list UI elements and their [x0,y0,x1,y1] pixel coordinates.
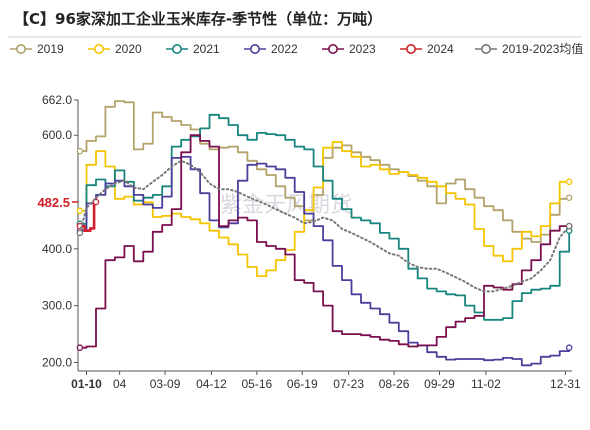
legend-item-2019[interactable]: 2019 [10,42,64,56]
series-line-2022 [79,155,571,367]
x-tick-label: 12-31 [550,377,581,391]
series-line-average [78,159,571,293]
legend-swatch-marker [94,43,105,54]
y-tick-label: 200.0 [42,355,72,369]
x-tick-label: 05-16 [242,377,273,391]
callout-layer: 482.5 [37,195,78,210]
x-tick-label: 04-12 [196,377,227,391]
series-marker-2019-start [76,147,84,155]
x-tick-label: 09-29 [424,377,455,391]
legend-item-2022[interactable]: 2022 [244,42,298,56]
legend-label: 2023 [349,42,376,56]
legend-label: 2024 [427,42,454,56]
x-tick-label: 04 [113,377,127,391]
legend-swatch-marker [172,43,183,54]
legend-label: 2020 [115,42,142,56]
axes: 200.0 300.0 400.0 600.0 662.0 01-10 04 03-09 04-… [42,93,581,391]
series-average [76,159,573,293]
x-tick-label: 07-23 [333,377,364,391]
legend-item-2023[interactable]: 2023 [322,42,376,56]
y-tick-label: 300.0 [42,299,72,313]
callout-latest-value: 482.5 [37,195,70,210]
legend-swatch-marker [405,43,416,54]
series-marker-average-end [565,222,573,230]
series-2024 [76,198,100,232]
x-tick-label: 08-26 [379,377,410,391]
legend-swatch-marker [480,43,491,54]
x-tick-label: 03-09 [150,377,181,391]
series-marker-2022-end [565,344,573,351]
series-marker-2024-end [92,198,100,206]
series-marker-2020-end [565,178,573,186]
series-line-2023 [79,134,570,349]
legend-label: 2019 [37,42,64,56]
series-marker-2020-start [76,207,84,215]
legend-swatch-marker [327,43,338,54]
y-tick-label: 600.0 [42,128,72,142]
series-line-2019 [79,100,571,243]
legend: 2019 2020 2021 2022 2023 2024 2019-2023均值 [10,41,583,56]
y-tick-label: 662.0 [42,93,72,107]
x-tick-label-highlight: 01-10 [71,377,102,391]
x-tick-label: 06-19 [287,377,318,391]
legend-swatch-marker [15,43,26,54]
series-marker-2023-start [76,344,84,351]
series-line-2021 [79,113,571,321]
legend-item-2021[interactable]: 2021 [166,42,220,56]
legend-swatch-marker [250,43,261,54]
legend-item-2020[interactable]: 2020 [88,42,142,56]
legend-label: 2022 [271,42,298,56]
series-2022 [76,155,573,367]
legend-label: 2019-2023均值 [502,41,583,56]
series-2023 [76,134,573,351]
series-marker-average-start [76,229,84,237]
chart-title: 【C】96家深加工企业玉米库存-季节性（单位：万吨） [14,10,382,28]
legend-label: 2021 [193,42,220,56]
y-tick-label: 400.0 [42,242,72,256]
legend-item-2024[interactable]: 2024 [400,42,454,56]
series-marker-2019-end [565,194,573,201]
series-layer [76,100,573,367]
series-2019 [76,100,573,243]
legend-item-average[interactable]: 2019-2023均值 [475,41,583,56]
x-tick-label: 11-02 [471,377,501,391]
